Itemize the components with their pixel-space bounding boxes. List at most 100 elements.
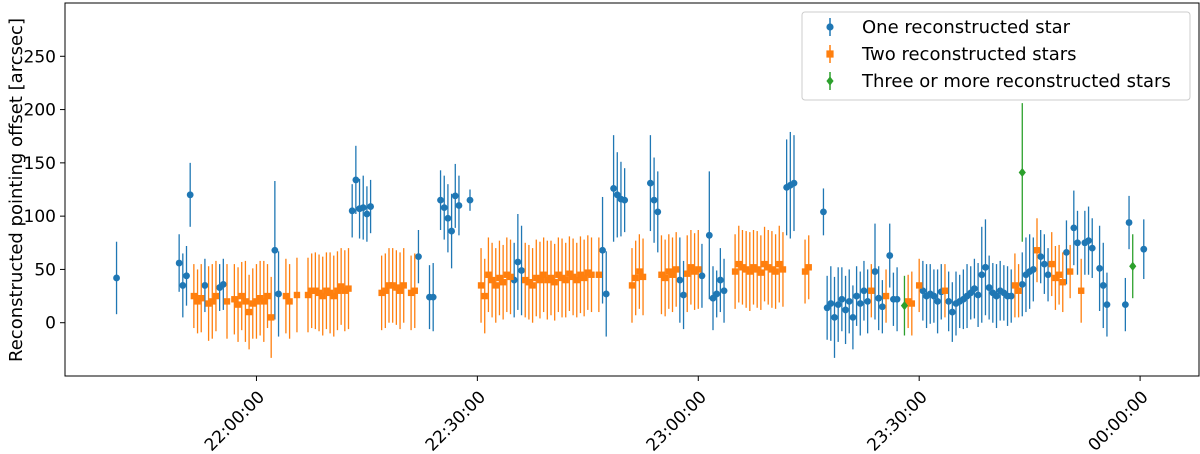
data-point — [275, 290, 282, 298]
data-point — [820, 208, 827, 216]
data-point — [628, 282, 636, 289]
data-point — [1040, 260, 1048, 268]
x-tick-label: 00:00:00 — [1084, 387, 1152, 454]
data-point — [602, 290, 610, 298]
data-point — [1077, 287, 1085, 294]
data-point — [827, 300, 835, 307]
data-point — [941, 287, 949, 294]
data-point — [900, 301, 909, 311]
data-point — [716, 276, 724, 284]
data-point — [323, 287, 330, 294]
legend-box — [801, 11, 1191, 101]
legend-label: Three or more reconstructed stars — [861, 71, 1171, 92]
x-tick-label: 23:30:00 — [864, 387, 932, 454]
data-point — [875, 294, 883, 302]
data-point — [256, 295, 264, 302]
data-point — [691, 268, 698, 275]
data-point — [1055, 271, 1063, 278]
data-point — [566, 270, 573, 277]
data-point — [415, 253, 422, 261]
data-point — [286, 298, 293, 305]
data-point — [533, 274, 540, 282]
legend-item: Two reconstructed stars — [826, 44, 1077, 65]
data-point — [352, 176, 360, 184]
data-point — [698, 272, 706, 280]
data-point — [1074, 239, 1081, 247]
data-point — [1125, 219, 1133, 226]
legend-label: One reconstructed star — [862, 17, 1071, 38]
x-tick-label: 22:00:00 — [201, 387, 269, 454]
data-point — [831, 313, 838, 321]
data-point — [503, 271, 511, 278]
data-point — [915, 282, 923, 289]
legend-marker — [826, 50, 834, 58]
data-point — [705, 231, 713, 239]
data-point — [345, 285, 352, 292]
data-point — [337, 283, 345, 290]
data-point — [893, 295, 901, 303]
data-point — [588, 271, 595, 278]
data-point — [765, 264, 772, 271]
data-point — [1011, 282, 1019, 289]
y-tick-label: 50 — [34, 260, 56, 280]
x-tick-label: 22:30:00 — [422, 387, 490, 454]
x-axis: 22:00:00 22:30:00 23:00:00 23:30:00 00:00:00 — [201, 376, 1153, 454]
data-point — [680, 291, 687, 299]
data-point — [1059, 279, 1066, 286]
data-point — [326, 289, 334, 297]
data-point — [632, 274, 639, 282]
data-point — [1037, 253, 1045, 261]
data-point — [665, 268, 673, 275]
data-point — [731, 268, 739, 275]
data-point — [779, 266, 787, 273]
data-point — [1052, 274, 1059, 282]
data-point — [260, 298, 268, 305]
data-point — [234, 301, 242, 308]
data-point — [720, 287, 728, 295]
data-point — [621, 196, 629, 204]
data-point — [477, 282, 485, 289]
data-point — [886, 252, 894, 259]
data-point — [378, 289, 385, 297]
data-point — [411, 287, 418, 294]
data-point — [672, 266, 680, 273]
data-point — [761, 260, 768, 268]
data-point — [849, 313, 857, 321]
data-point — [315, 289, 323, 297]
data-point — [790, 179, 798, 187]
data-point — [529, 282, 536, 289]
data-point — [669, 271, 676, 278]
data-point — [650, 196, 658, 204]
data-point — [544, 276, 551, 284]
data-point — [971, 285, 978, 293]
data-point — [518, 267, 525, 274]
data-point — [219, 280, 227, 288]
y-tick-label: 200 — [24, 101, 56, 121]
data-point — [768, 266, 776, 273]
data-point — [684, 270, 691, 277]
data-point — [253, 298, 260, 305]
data-point — [451, 192, 459, 200]
data-point — [1044, 271, 1052, 279]
data-point — [1096, 264, 1103, 272]
data-point — [186, 191, 194, 199]
data-point — [488, 276, 496, 284]
data-point — [856, 300, 864, 307]
data-point — [658, 271, 665, 278]
series-2 — [190, 218, 1085, 358]
data-point — [735, 260, 742, 268]
data-point — [485, 271, 492, 278]
data-point — [205, 300, 212, 307]
data-point — [499, 279, 507, 286]
data-point — [1007, 292, 1015, 300]
data-point — [1018, 167, 1026, 178]
data-point — [514, 258, 522, 266]
data-point — [496, 274, 503, 282]
data-point — [562, 276, 569, 284]
data-point — [540, 271, 547, 278]
data-point — [647, 179, 654, 187]
data-point — [882, 292, 890, 300]
data-point — [757, 269, 765, 276]
data-point — [868, 287, 875, 294]
data-point — [595, 271, 603, 278]
